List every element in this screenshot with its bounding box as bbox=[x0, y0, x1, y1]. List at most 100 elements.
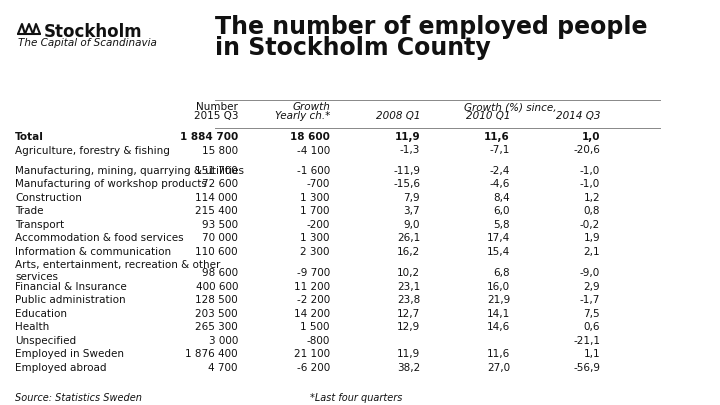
Text: 26,1: 26,1 bbox=[397, 233, 420, 243]
Text: 2010 Q1: 2010 Q1 bbox=[466, 111, 510, 121]
Text: Employed abroad: Employed abroad bbox=[15, 363, 107, 373]
Text: 265 300: 265 300 bbox=[195, 322, 238, 332]
Text: 1 500: 1 500 bbox=[300, 322, 330, 332]
Text: 14 200: 14 200 bbox=[294, 309, 330, 319]
Text: Stockholm: Stockholm bbox=[44, 23, 143, 41]
Text: -9,0: -9,0 bbox=[580, 268, 600, 278]
Text: -2,4: -2,4 bbox=[490, 166, 510, 176]
Text: -4,6: -4,6 bbox=[490, 179, 510, 189]
Text: 72 600: 72 600 bbox=[202, 179, 238, 189]
Text: 2014 Q3: 2014 Q3 bbox=[556, 111, 600, 121]
Text: Health: Health bbox=[15, 322, 49, 332]
Text: 5,8: 5,8 bbox=[493, 220, 510, 230]
Text: Financial & Insurance: Financial & Insurance bbox=[15, 282, 127, 292]
Text: 18 600: 18 600 bbox=[290, 132, 330, 142]
Text: 11,9: 11,9 bbox=[395, 132, 420, 142]
Text: 6,8: 6,8 bbox=[493, 268, 510, 278]
Text: 1 700: 1 700 bbox=[300, 206, 330, 216]
Text: 21,9: 21,9 bbox=[487, 295, 510, 305]
Text: -15,6: -15,6 bbox=[393, 179, 420, 189]
Text: 10,2: 10,2 bbox=[397, 268, 420, 278]
Text: in Stockholm County: in Stockholm County bbox=[215, 36, 491, 60]
Text: -4 100: -4 100 bbox=[297, 145, 330, 156]
Text: 1,9: 1,9 bbox=[583, 233, 600, 243]
Text: 93 500: 93 500 bbox=[202, 220, 238, 230]
Text: Source: Statistics Sweden: Source: Statistics Sweden bbox=[15, 393, 142, 403]
Text: 2,1: 2,1 bbox=[583, 247, 600, 257]
Text: 3 000: 3 000 bbox=[209, 336, 238, 346]
Text: 11,6: 11,6 bbox=[487, 349, 510, 359]
Text: Total: Total bbox=[15, 132, 44, 142]
Text: -700: -700 bbox=[307, 179, 330, 189]
Text: 8,4: 8,4 bbox=[493, 193, 510, 203]
Text: Growth (%) since,: Growth (%) since, bbox=[464, 102, 557, 112]
Text: 4 700: 4 700 bbox=[209, 363, 238, 373]
Text: Transport: Transport bbox=[15, 220, 64, 230]
Text: The number of employed people: The number of employed people bbox=[215, 15, 647, 39]
Text: 0,6: 0,6 bbox=[583, 322, 600, 332]
Text: 17,4: 17,4 bbox=[487, 233, 510, 243]
Text: 12,9: 12,9 bbox=[397, 322, 420, 332]
Text: 70 000: 70 000 bbox=[202, 233, 238, 243]
Text: 1 876 400: 1 876 400 bbox=[185, 349, 238, 359]
Text: 1,0: 1,0 bbox=[582, 132, 600, 142]
Text: -1,7: -1,7 bbox=[580, 295, 600, 305]
Text: Manufacturing, mining, quarrying & utilities: Manufacturing, mining, quarrying & utili… bbox=[15, 166, 244, 176]
Text: 98 600: 98 600 bbox=[202, 268, 238, 278]
Text: Accommodation & food services: Accommodation & food services bbox=[15, 233, 184, 243]
Text: 128 500: 128 500 bbox=[195, 295, 238, 305]
Text: Number: Number bbox=[196, 102, 238, 112]
Text: 1,1: 1,1 bbox=[583, 349, 600, 359]
Text: -21,1: -21,1 bbox=[573, 336, 600, 346]
Text: 23,1: 23,1 bbox=[397, 282, 420, 292]
Text: Yearly ch.*: Yearly ch.* bbox=[274, 111, 330, 121]
Text: -56,9: -56,9 bbox=[573, 363, 600, 373]
Text: -20,6: -20,6 bbox=[573, 145, 600, 156]
Text: 1,2: 1,2 bbox=[583, 193, 600, 203]
Text: -1 600: -1 600 bbox=[297, 166, 330, 176]
Text: 12,7: 12,7 bbox=[397, 309, 420, 319]
Text: -200: -200 bbox=[307, 220, 330, 230]
Text: -0,2: -0,2 bbox=[580, 220, 600, 230]
Text: 15,4: 15,4 bbox=[487, 247, 510, 257]
Text: Employed in Sweden: Employed in Sweden bbox=[15, 349, 124, 359]
Text: 114 000: 114 000 bbox=[195, 193, 238, 203]
Text: Arts, entertainment, recreation & other
services: Arts, entertainment, recreation & other … bbox=[15, 260, 220, 282]
Text: Manufacturing of workshop products: Manufacturing of workshop products bbox=[15, 179, 207, 189]
Text: 11,9: 11,9 bbox=[397, 349, 420, 359]
Text: Growth: Growth bbox=[292, 102, 330, 112]
Text: -2 200: -2 200 bbox=[297, 295, 330, 305]
Text: 11,6: 11,6 bbox=[485, 132, 510, 142]
Text: Construction: Construction bbox=[15, 193, 82, 203]
Text: 1 300: 1 300 bbox=[300, 193, 330, 203]
Text: 27,0: 27,0 bbox=[487, 363, 510, 373]
Text: -1,0: -1,0 bbox=[580, 179, 600, 189]
Text: The Capital of Scandinavia: The Capital of Scandinavia bbox=[18, 38, 157, 48]
Text: 14,6: 14,6 bbox=[487, 322, 510, 332]
Text: 2015 Q3: 2015 Q3 bbox=[194, 111, 238, 121]
Text: Trade: Trade bbox=[15, 206, 43, 216]
Text: Education: Education bbox=[15, 309, 67, 319]
Text: -800: -800 bbox=[307, 336, 330, 346]
Text: 110 600: 110 600 bbox=[195, 247, 238, 257]
Text: -11,9: -11,9 bbox=[393, 166, 420, 176]
Text: -1,0: -1,0 bbox=[580, 166, 600, 176]
Text: 38,2: 38,2 bbox=[397, 363, 420, 373]
Text: Public administration: Public administration bbox=[15, 295, 125, 305]
Text: *Last four quarters: *Last four quarters bbox=[310, 393, 402, 403]
Text: -7,1: -7,1 bbox=[490, 145, 510, 156]
Text: 6,0: 6,0 bbox=[493, 206, 510, 216]
Text: 1 884 700: 1 884 700 bbox=[180, 132, 238, 142]
Text: 0,8: 0,8 bbox=[583, 206, 600, 216]
Text: 203 500: 203 500 bbox=[195, 309, 238, 319]
Text: 23,8: 23,8 bbox=[397, 295, 420, 305]
Text: 2,9: 2,9 bbox=[583, 282, 600, 292]
Text: 15 800: 15 800 bbox=[202, 145, 238, 156]
Text: 400 600: 400 600 bbox=[196, 282, 238, 292]
Text: 14,1: 14,1 bbox=[487, 309, 510, 319]
Text: -9 700: -9 700 bbox=[297, 268, 330, 278]
Text: 16,0: 16,0 bbox=[487, 282, 510, 292]
Text: 7,9: 7,9 bbox=[403, 193, 420, 203]
Text: 7,5: 7,5 bbox=[583, 309, 600, 319]
Text: Agriculture, forestry & fishing: Agriculture, forestry & fishing bbox=[15, 145, 170, 156]
